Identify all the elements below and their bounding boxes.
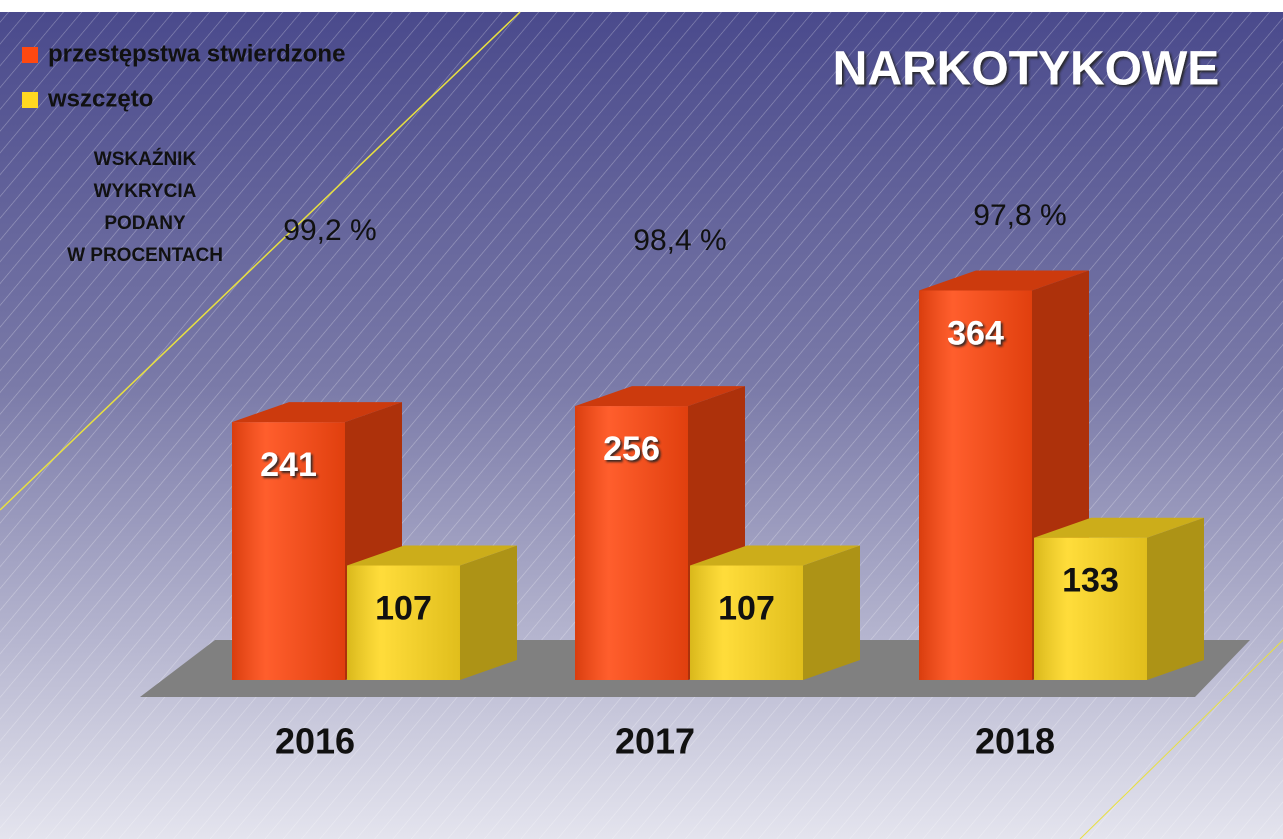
legend-swatch [22,47,38,63]
bar-side [1147,517,1204,680]
bar-top [690,545,860,566]
annotation-title: W PROCENTACH [67,245,223,266]
bar-top [347,545,517,566]
bar: 107 [690,545,860,680]
annotation: 97,8 % [973,199,1066,232]
annotation: 98,4 % [633,224,726,257]
annotation-title: WSKAŹNIK [94,148,197,170]
bar-shine [1034,537,1147,680]
bar-shine [347,565,460,680]
data-label: 107 [375,589,432,627]
bar-shine [575,406,688,680]
bar: 107 [347,545,517,680]
decor-line [1079,639,1283,839]
data-label: 241 [260,446,317,484]
bar-shine [232,422,345,680]
x-tick-label: 2016 [275,721,355,762]
legend-swatch [22,92,38,108]
bar-shine [919,290,1032,680]
bar-top [575,386,745,407]
legend-label: przestępstwa stwierdzone [48,40,345,67]
data-label: 256 [603,430,660,468]
bar-side [803,545,860,680]
bar-shine [690,565,803,680]
annotation-title: WYKRYCIA [94,181,197,202]
bar-top [1034,517,1204,538]
chart-title: NARKOTYKOWE [833,43,1220,96]
data-label: 107 [718,589,775,627]
bar-side [460,545,517,680]
data-label: 133 [1062,562,1119,600]
bar-top [232,402,402,423]
bar: 133 [1034,517,1204,680]
annotation: 99,2 % [283,214,376,247]
x-tick-label: 2018 [975,721,1055,762]
data-label: 364 [947,315,1004,353]
x-tick-label: 2017 [615,721,695,762]
annotation-title: PODANY [104,213,186,234]
legend-label: wszczęto [47,85,153,112]
bar-top [919,270,1089,291]
decor-line [0,11,521,511]
